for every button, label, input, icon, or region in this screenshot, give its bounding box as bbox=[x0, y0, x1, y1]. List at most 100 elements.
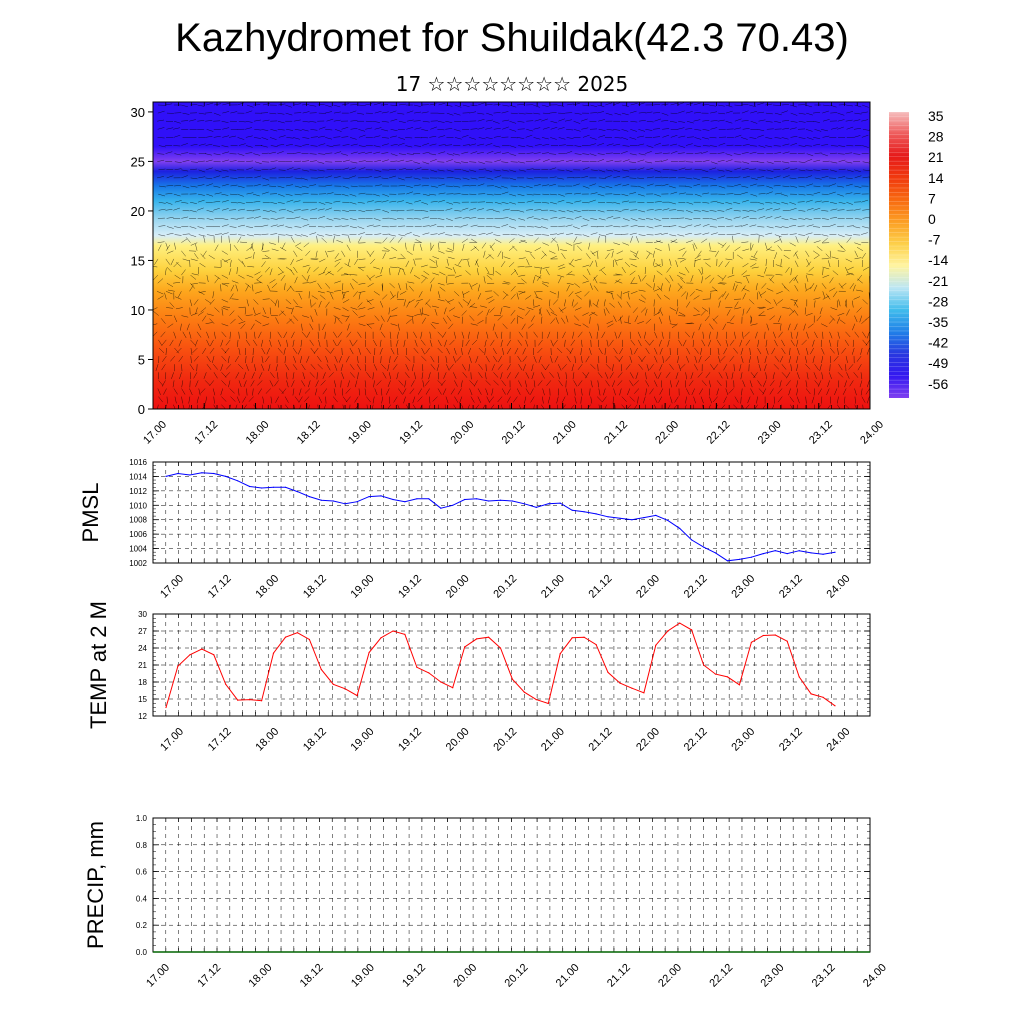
wind-arrow bbox=[830, 307, 838, 311]
wind-arrow bbox=[678, 247, 686, 252]
wind-arrow bbox=[197, 218, 205, 220]
wind-arrow bbox=[321, 237, 327, 243]
wind-arrow bbox=[383, 247, 390, 251]
wind-arrow bbox=[567, 274, 575, 276]
wind-arrow bbox=[733, 201, 741, 204]
wind-arrow bbox=[718, 142, 726, 146]
wind-arrow bbox=[501, 152, 509, 154]
wind-arrow bbox=[438, 144, 446, 146]
wind-arrow bbox=[173, 120, 181, 124]
wind-arrow bbox=[222, 306, 230, 308]
y-tick-label: 1010 bbox=[129, 501, 147, 510]
wind-arrow bbox=[750, 263, 757, 268]
wind-arrow bbox=[837, 250, 845, 252]
wind-arrow bbox=[197, 120, 205, 122]
wind-arrow bbox=[655, 263, 662, 268]
wind-arrow bbox=[749, 258, 757, 261]
wind-arrow bbox=[301, 380, 306, 387]
wind-arrow bbox=[760, 291, 767, 296]
wind-arrow bbox=[397, 268, 401, 276]
wind-arrow bbox=[853, 119, 861, 122]
wind-arrow bbox=[462, 234, 470, 236]
wind-arrow bbox=[654, 118, 662, 122]
wind-arrow bbox=[717, 119, 725, 122]
wind-arrow bbox=[413, 331, 417, 339]
wind-arrow bbox=[669, 209, 677, 211]
wind-arrow bbox=[318, 216, 325, 219]
wind-arrow bbox=[206, 364, 212, 370]
wind-arrow bbox=[509, 120, 517, 124]
wind-arrow bbox=[637, 396, 639, 404]
wind-arrow bbox=[372, 396, 375, 404]
wind-arrow bbox=[854, 315, 858, 323]
wind-arrow bbox=[181, 269, 186, 276]
wind-arrow bbox=[678, 145, 686, 148]
wind-arrow bbox=[413, 120, 421, 122]
wind-arrow bbox=[767, 249, 775, 252]
wind-arrow bbox=[469, 217, 477, 219]
wind-arrow bbox=[301, 209, 309, 211]
wind-arrow bbox=[854, 185, 862, 188]
wind-arrow bbox=[542, 388, 545, 396]
wind-arrow bbox=[461, 151, 469, 154]
wind-arrow bbox=[845, 266, 849, 274]
wind-arrow bbox=[301, 192, 309, 195]
wind-arrow bbox=[565, 112, 573, 114]
wind-arrow bbox=[762, 388, 767, 395]
wind-arrow bbox=[366, 224, 374, 227]
wind-arrow bbox=[277, 193, 285, 197]
wind-arrow bbox=[617, 372, 623, 378]
wind-arrow bbox=[788, 356, 792, 363]
wind-arrow bbox=[161, 380, 166, 387]
wind-arrow bbox=[221, 282, 229, 287]
wind-arrow bbox=[789, 347, 791, 356]
wind-arrow bbox=[429, 339, 433, 347]
wind-arrow bbox=[334, 316, 337, 324]
wind-arrow bbox=[228, 268, 232, 276]
wind-arrow bbox=[269, 268, 273, 276]
pmsl-data-point bbox=[476, 498, 478, 500]
wind-arrow bbox=[773, 104, 781, 106]
wind-arrow bbox=[675, 260, 678, 268]
wind-arrow bbox=[173, 193, 181, 197]
wind-arrow bbox=[518, 380, 522, 387]
wind-arrow bbox=[518, 291, 526, 295]
wind-arrow bbox=[357, 356, 359, 364]
wind-arrow bbox=[613, 347, 618, 354]
wind-arrow bbox=[413, 161, 420, 164]
wind-arrow bbox=[621, 233, 629, 235]
wind-arrow bbox=[365, 127, 373, 130]
wind-arrow bbox=[463, 291, 470, 295]
wind-arrow bbox=[412, 364, 414, 372]
wind-arrow bbox=[405, 201, 413, 205]
wind-arrow bbox=[790, 120, 798, 123]
wind-arrow bbox=[630, 218, 638, 221]
wind-arrow bbox=[203, 235, 206, 243]
wind-arrow bbox=[758, 119, 766, 122]
wind-arrow bbox=[333, 396, 338, 403]
wind-arrow bbox=[290, 258, 294, 266]
wind-arrow bbox=[680, 277, 686, 284]
wind-arrow bbox=[514, 347, 519, 355]
x-tick-label: 17.00 bbox=[158, 573, 186, 601]
x-tick-label: 23.00 bbox=[759, 962, 787, 990]
wind-arrow bbox=[457, 388, 462, 395]
wind-arrow bbox=[629, 161, 637, 164]
wind-arrow bbox=[248, 396, 254, 402]
wind-arrow bbox=[222, 135, 230, 138]
y-tick-label: 18 bbox=[138, 678, 147, 687]
wind-arrow bbox=[573, 236, 578, 243]
wind-arrow bbox=[518, 145, 526, 148]
wind-arrow bbox=[182, 331, 187, 339]
wind-arrow bbox=[237, 153, 245, 156]
wind-arrow bbox=[410, 266, 414, 274]
wind-arrow bbox=[406, 218, 414, 220]
wind-arrow bbox=[829, 250, 832, 258]
wind-arrow bbox=[674, 396, 679, 403]
wind-arrow bbox=[597, 153, 605, 155]
wind-arrow bbox=[315, 380, 319, 387]
wind-arrow bbox=[478, 176, 486, 179]
pmsl-data-point bbox=[201, 472, 203, 474]
wind-arrow bbox=[701, 276, 703, 284]
wind-arrow bbox=[614, 137, 622, 139]
